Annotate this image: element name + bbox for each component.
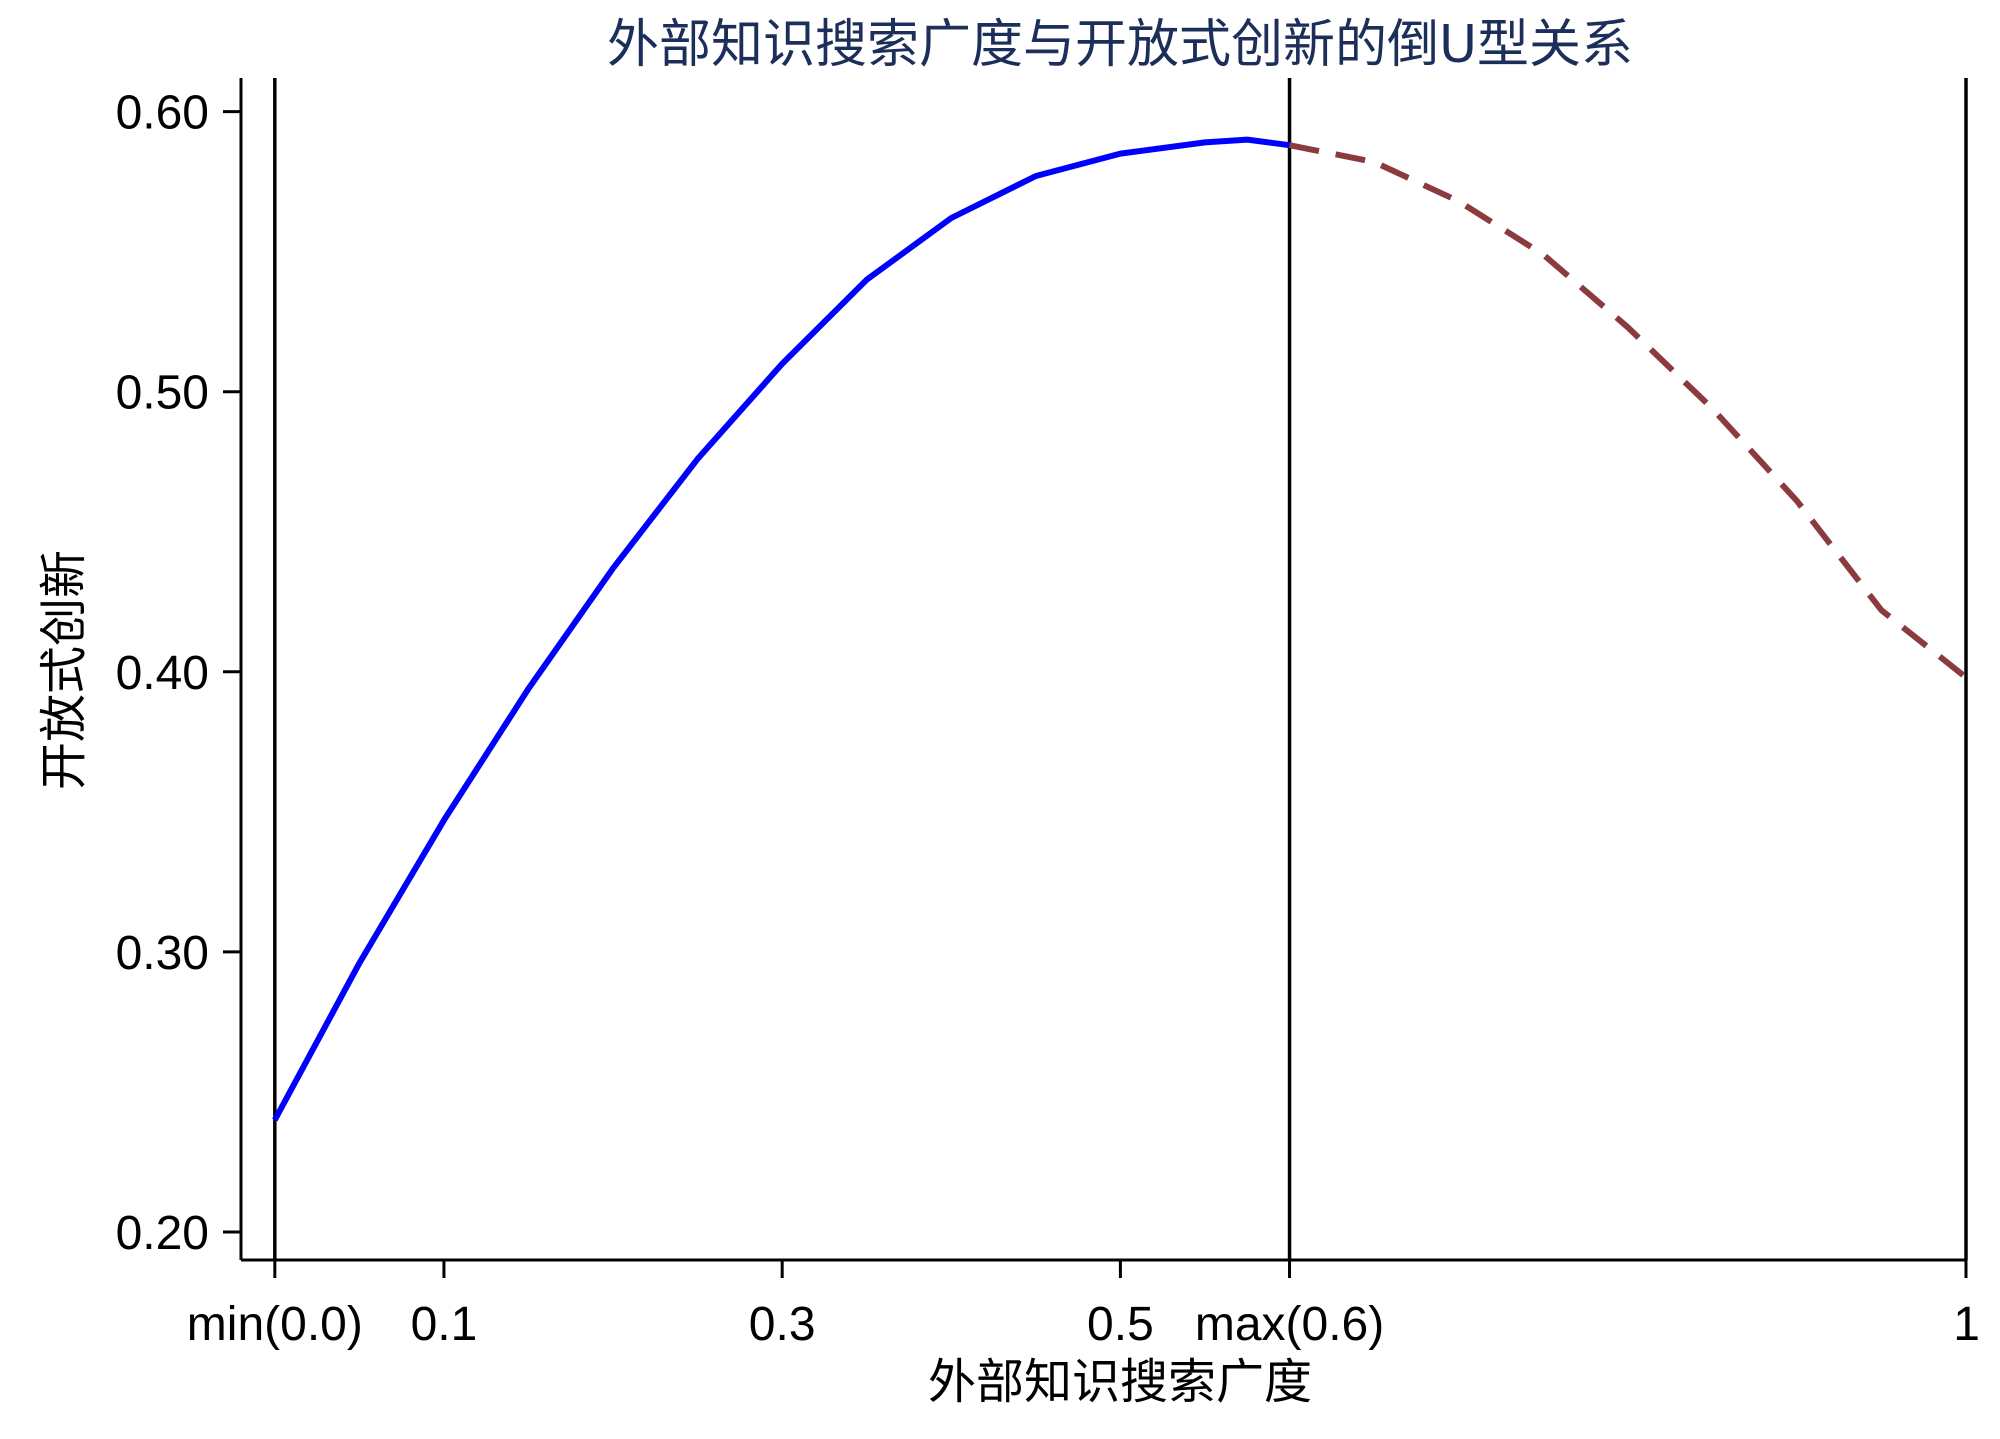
x-axis-label: 外部知识搜索广度 (928, 1354, 1312, 1410)
x-tick-label-2: 0.3 (749, 1298, 816, 1351)
series-line-0 (272, 136, 1290, 1122)
y-tick-label-0: 0.20 (116, 1207, 209, 1260)
chart-title: 外部知识搜索广度与开放式创新的倒U型关系 (607, 15, 1633, 75)
y-axis-label: 开放式创新 (36, 550, 92, 790)
plot-area: 0.20 0.30 0.40 0.50 0.60 min(0.0) 0.1 0.3 0.5 max… (116, 78, 1980, 1351)
x-tick-label-5: 1 (1953, 1298, 1980, 1351)
x-tick-label-0: min(0.0) (187, 1298, 363, 1351)
x-tick-label-4: max(0.6) (1195, 1298, 1384, 1351)
x-tick-label-1: 0.1 (411, 1298, 478, 1351)
y-tick-label-4: 0.60 (116, 87, 209, 140)
y-tick-label-2: 0.40 (116, 647, 209, 700)
y-tick-label-1: 0.30 (116, 927, 209, 980)
y-tick-label-3: 0.50 (116, 367, 209, 420)
series-line-1 (1288, 142, 1968, 680)
x-tick-label-3: 0.5 (1087, 1298, 1154, 1351)
